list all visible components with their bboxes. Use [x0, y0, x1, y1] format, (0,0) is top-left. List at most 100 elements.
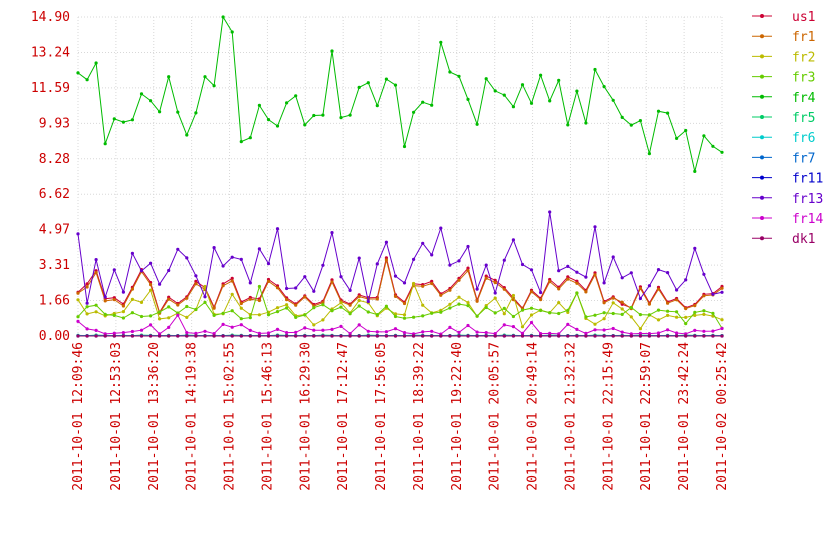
- data-point-fr1: [285, 298, 289, 302]
- data-point-fr2: [693, 313, 697, 317]
- data-point-fr1: [384, 258, 388, 262]
- data-point-fr13: [239, 257, 243, 261]
- data-point-fr3: [357, 304, 361, 308]
- data-point-fr3: [575, 291, 579, 295]
- data-point-fr14: [221, 322, 225, 326]
- data-point-dk1: [693, 334, 697, 338]
- data-point-dk1: [548, 334, 552, 338]
- data-point-fr4: [130, 118, 134, 122]
- data-point-fr3: [167, 305, 171, 309]
- data-point-fr13: [212, 246, 216, 250]
- data-point-fr3: [566, 308, 570, 312]
- data-point-fr2: [611, 301, 615, 305]
- data-point-fr2: [457, 295, 461, 299]
- data-point-fr1: [176, 303, 180, 307]
- data-point-fr14: [602, 328, 606, 332]
- data-point-fr4: [402, 144, 407, 149]
- data-point-fr14: [149, 323, 153, 327]
- data-point-fr2: [167, 316, 171, 320]
- data-point-fr4: [593, 67, 597, 72]
- data-point-fr13: [548, 210, 552, 214]
- data-point-fr13: [266, 262, 271, 266]
- legend-marker-fr14: [760, 216, 764, 220]
- data-point-fr2: [511, 293, 515, 298]
- data-point-fr1: [303, 295, 307, 299]
- data-point-dk1: [566, 334, 570, 338]
- data-point-fr2: [76, 298, 80, 302]
- data-point-fr3: [484, 305, 488, 310]
- data-point-fr2: [230, 292, 234, 296]
- y-tick-labels: 0.00 1.66 3.31 4.97 6.62 8.28 9.93 11.59 13.24 14…: [31, 10, 70, 344]
- data-point-fr4: [430, 103, 434, 107]
- data-point-fr1: [656, 287, 661, 291]
- data-point-us1: [85, 282, 89, 286]
- data-point-fr13: [257, 247, 261, 251]
- data-point-fr3: [529, 306, 534, 310]
- data-point-dk1: [257, 334, 261, 338]
- legend: us1 fr1 fr2 fr3 fr4 fr5 fr6 fr7 fr11 fr13 fr14 dk1: [752, 10, 823, 247]
- data-point-fr14: [484, 331, 488, 335]
- data-point-fr13: [484, 263, 488, 267]
- data-point-fr4: [620, 115, 624, 119]
- data-point-fr4: [230, 30, 234, 34]
- data-point-fr4: [693, 169, 697, 173]
- data-point-fr13: [285, 286, 289, 291]
- data-point-fr2: [466, 301, 470, 305]
- x-tick-label: 2011-10-01 15:46:13: [260, 342, 275, 491]
- data-point-fr1: [212, 306, 216, 310]
- x-tick-label: 2011-10-01 12:53:03: [109, 342, 124, 491]
- legend-label-fr7: fr7: [792, 151, 815, 166]
- data-point-fr4: [239, 140, 243, 144]
- data-point-fr13: [76, 232, 80, 236]
- data-point-fr3: [348, 312, 352, 316]
- data-point-dk1: [393, 334, 398, 338]
- data-point-fr3: [312, 306, 316, 310]
- data-point-fr13: [357, 256, 361, 260]
- data-point-fr4: [266, 118, 271, 122]
- data-point-fr4: [149, 99, 153, 103]
- legend-marker-fr6: [760, 135, 764, 140]
- data-point-fr13: [321, 263, 325, 267]
- data-point-fr13: [221, 264, 225, 268]
- data-point-dk1: [430, 334, 434, 338]
- data-point-dk1: [112, 334, 116, 338]
- data-point-fr2: [493, 296, 497, 300]
- data-point-fr14: [693, 328, 697, 332]
- data-point-fr14: [294, 330, 298, 334]
- legend-label-us1: us1: [792, 10, 815, 25]
- data-point-fr1: [194, 282, 198, 286]
- data-point-fr2: [656, 318, 661, 322]
- data-point-fr4: [575, 89, 579, 93]
- data-point-dk1: [167, 334, 171, 338]
- data-point-dk1: [502, 334, 506, 338]
- data-point-fr4: [393, 83, 398, 87]
- data-point-fr1: [76, 291, 80, 295]
- data-point-fr2: [638, 327, 643, 331]
- data-point-fr3: [693, 310, 697, 314]
- data-point-fr13: [112, 268, 116, 272]
- data-point-dk1: [303, 334, 307, 338]
- x-tick-labels: 2011-10-01 12:09:46 2011-10-01 12:53:03 20…: [71, 342, 730, 491]
- data-point-dk1: [493, 334, 497, 338]
- data-point-fr2: [257, 313, 261, 317]
- data-point-fr3: [675, 310, 679, 314]
- data-point-fr1: [430, 281, 434, 286]
- data-point-fr3: [366, 310, 370, 314]
- data-point-fr4: [330, 49, 334, 53]
- data-point-fr4: [502, 93, 506, 97]
- data-point-fr3: [502, 306, 506, 310]
- data-point-fr2: [239, 306, 243, 310]
- data-point-fr14: [167, 325, 171, 329]
- data-point-fr14: [384, 330, 388, 334]
- data-point-fr3: [702, 309, 706, 313]
- data-point-fr3: [303, 313, 307, 317]
- data-point-dk1: [103, 334, 107, 338]
- data-point-fr13: [384, 240, 388, 244]
- data-point-us1: [566, 275, 570, 279]
- data-point-fr14: [566, 322, 570, 326]
- data-point-fr13: [620, 276, 624, 280]
- data-point-fr13: [85, 301, 89, 305]
- data-point-dk1: [275, 334, 280, 338]
- data-point-fr3: [520, 308, 525, 312]
- data-point-fr3: [684, 322, 688, 326]
